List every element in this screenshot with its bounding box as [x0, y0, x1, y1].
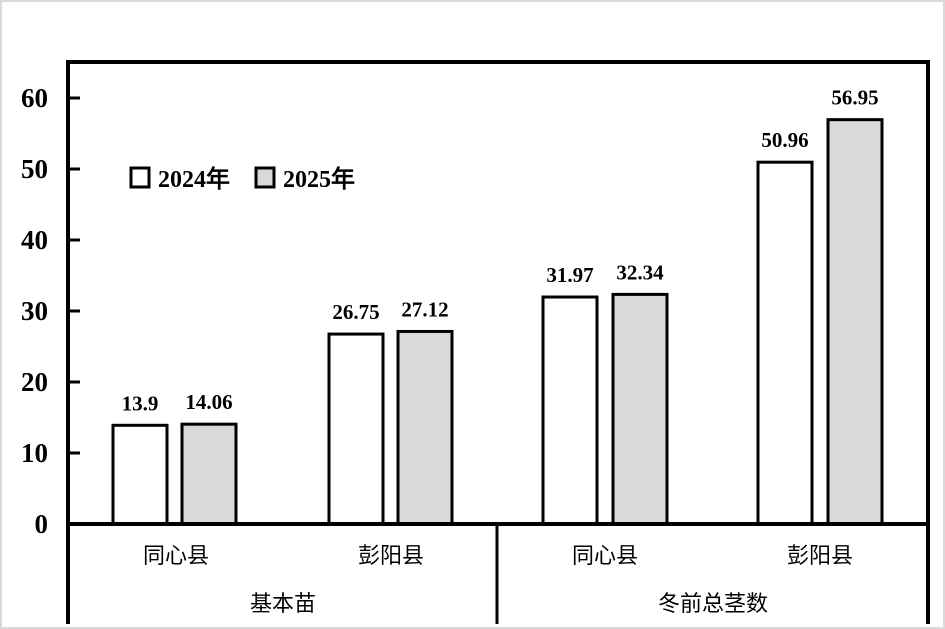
- legend-label: 2024年: [158, 165, 230, 193]
- bar-2024: [327, 332, 385, 526]
- x-category-label: 同心县: [143, 544, 209, 569]
- bar-2025: [611, 292, 669, 526]
- bar-2024: [541, 295, 599, 526]
- x-group-label: 基本苗: [250, 592, 316, 617]
- x-group-label: 冬前总茎数: [658, 592, 768, 617]
- y-tick-label: 0: [35, 509, 49, 539]
- bar-2024: [111, 423, 169, 526]
- bar-2025: [826, 118, 884, 526]
- data-label: 56.95: [831, 86, 878, 110]
- bar-2025: [396, 329, 454, 526]
- data-label: 31.97: [546, 263, 593, 287]
- y-tick-label: 60: [21, 83, 48, 113]
- x-category-label: 彭阳县: [358, 544, 424, 569]
- data-label: 27.12: [401, 297, 448, 321]
- x-category-label: 彭阳县: [787, 544, 853, 569]
- y-tick-label: 20: [21, 367, 48, 397]
- y-tick-label: 40: [21, 225, 48, 255]
- data-label: 50.96: [761, 128, 808, 152]
- y-tick-label: 10: [21, 438, 48, 468]
- data-label: 14.06: [185, 390, 232, 414]
- legend-swatch-2025: [254, 166, 276, 189]
- data-label: 32.34: [616, 260, 664, 284]
- y-tick-label: 50: [21, 154, 48, 184]
- y-tick-label: 30: [21, 296, 48, 326]
- data-label: 26.75: [332, 300, 379, 324]
- bar-2024: [756, 160, 814, 526]
- legend-label: 2025年: [283, 165, 355, 193]
- data-label: 13.9: [122, 391, 159, 415]
- x-category-label: 同心县: [572, 544, 638, 569]
- legend-swatch-2024: [129, 166, 151, 189]
- bar-2025: [180, 422, 238, 526]
